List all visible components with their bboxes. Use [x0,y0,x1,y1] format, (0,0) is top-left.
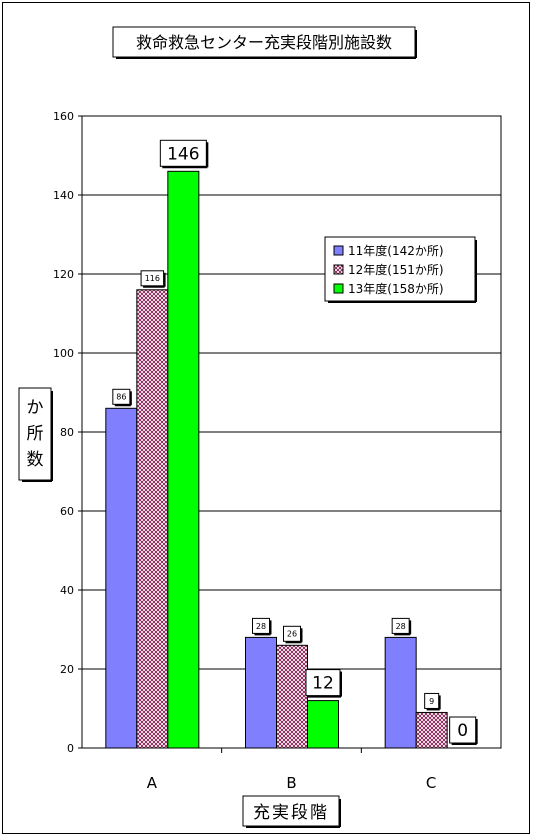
bar-value-text: 9 [429,697,434,706]
y-tick-label: 80 [60,426,74,439]
y-axis-ticks: 0 20 40 60 80 100 120 140 160 [53,110,82,755]
bar-data-label: 12 [305,669,342,698]
bar [415,711,448,749]
bar-data-label: 26 [283,625,303,644]
legend-label: 13年度(158か所) [348,281,444,296]
legend-label: 11年度(142か所) [348,243,444,258]
x-axis-ticks: A B C [147,748,436,792]
y-tick-label: 20 [60,663,74,676]
x-axis-label-box: 充実段階 [242,795,341,828]
chart-title: 救命救急センター充実段階別施設数 [136,33,392,52]
bar-value-text: 116 [145,274,160,283]
bar [245,636,277,749]
bar-value-text: 26 [287,630,297,639]
legend-swatch [333,264,344,275]
x-axis-label: 充実段階 [253,803,329,823]
bar [105,407,138,749]
bar-data-label: 9 [424,692,441,711]
y-tick-label: 100 [53,347,74,360]
bar-value-text: 12 [312,674,334,694]
y-axis-label-box: か所数 [18,387,53,482]
bar [307,700,339,749]
x-tick-label: C [426,774,436,792]
bar [167,170,200,749]
x-tick-label: A [147,774,158,792]
legend-label: 12年度(151か所) [348,262,444,277]
y-tick-label: 60 [60,505,74,518]
bar-data-label: 28 [391,617,412,636]
legend-swatch [333,245,344,256]
bar-data-label: 86 [112,388,132,407]
bar [276,644,308,749]
chart-title-box: 救命救急センター充実段階別施設数 [112,26,417,59]
y-tick-label: 120 [53,268,74,281]
bar-labels: 86 116 146 28 26 12 28 9 0 [112,139,478,745]
bars [105,170,448,749]
bar-data-label: 0 [449,716,478,745]
legend: 11年度(142か所) 12年度(151か所) 13年度(158か所) [324,236,477,303]
bar [136,289,169,749]
y-tick-label: 40 [60,584,74,597]
bar-value-text: 0 [457,721,468,741]
bar-value-text: 146 [167,144,199,164]
bar [384,636,417,749]
bar-data-label: 116 [140,270,166,288]
bar-value-text: 28 [256,622,266,631]
legend-swatch [333,283,344,294]
x-tick-label: B [286,774,296,792]
y-tick-label: 140 [53,189,74,202]
y-axis-label: か所数 [27,398,44,470]
bar-data-label: 28 [252,617,272,636]
bar-value-text: 28 [396,622,406,631]
y-tick-label: 0 [67,742,74,755]
bar-data-label: 146 [159,139,209,169]
y-tick-label: 160 [53,110,74,123]
bar-value-text: 86 [116,393,126,402]
